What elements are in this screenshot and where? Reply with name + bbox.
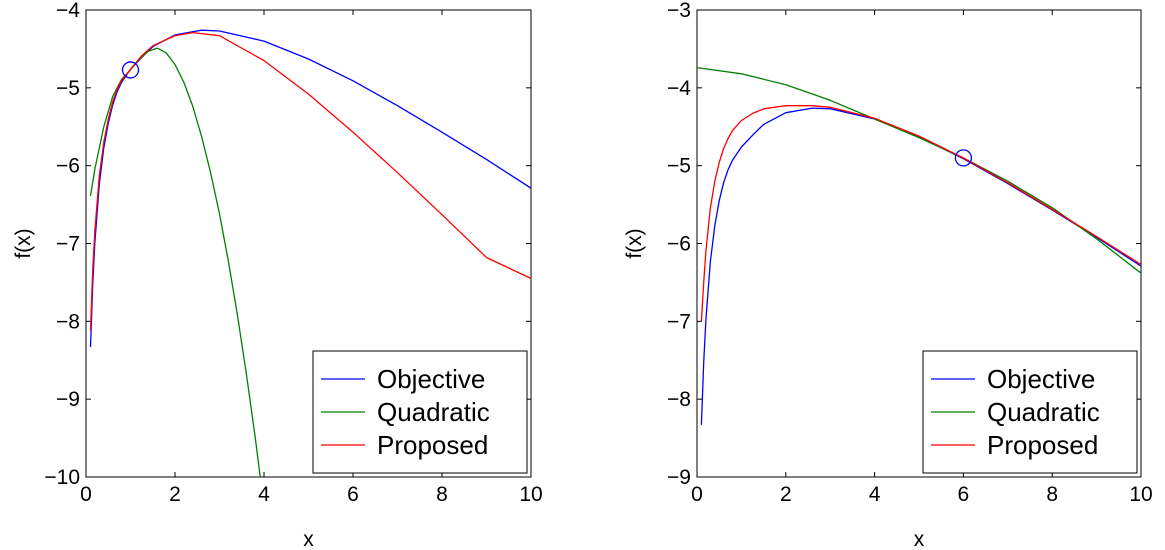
y-tick-label: −9 [56, 388, 80, 411]
series-line-proposed [700, 105, 1141, 322]
legend-label-proposed: Proposed [377, 430, 488, 460]
legend-label-objective: Objective [987, 364, 1095, 394]
y-tick-label: −6 [56, 155, 80, 178]
x-tick-label: 6 [347, 483, 359, 506]
x-tick-label: 10 [519, 483, 542, 506]
legend-label-quadratic: Quadratic [987, 397, 1100, 427]
x-axis-label: x [303, 528, 314, 550]
y-tick-label: −5 [667, 155, 691, 178]
x-tick-label: 2 [169, 483, 181, 506]
series-line-quadratic [89, 47, 261, 477]
y-axis-label: f(x) [623, 228, 646, 258]
x-tick-label: 4 [258, 483, 270, 506]
legend-label-quadratic: Quadratic [377, 397, 490, 427]
x-tick-label: 4 [869, 483, 881, 506]
plot-area [697, 66, 1141, 425]
series-line-objective [89, 29, 531, 348]
y-tick-label: −10 [44, 466, 80, 489]
plot-area [89, 29, 531, 477]
legend-label-objective: Objective [377, 364, 485, 394]
x-tick-label: 0 [80, 483, 92, 506]
x-tick-label: 8 [436, 483, 448, 506]
y-axis-label: f(x) [12, 228, 35, 258]
x-tick-label: 8 [1046, 483, 1058, 506]
x-tick-label: 2 [780, 483, 792, 506]
series-line-objective [700, 107, 1141, 425]
point-marker [121, 61, 140, 79]
y-tick-label: −3 [667, 0, 691, 22]
y-tick-label: −7 [667, 310, 691, 333]
y-tick-label: −9 [667, 466, 691, 489]
y-tick-label: −6 [667, 233, 691, 256]
y-tick-label: −4 [56, 0, 80, 22]
chart-panel-2: 0 2 4 6 8 10 −9 −8 −7 −6 −5 −4 −3 x f(x) ObjectiveQuadr… [623, 0, 1153, 550]
y-tick-label: −5 [56, 77, 80, 100]
y-tick-label: −8 [667, 388, 691, 411]
x-tick-label: 0 [691, 483, 703, 506]
x-tick-label: 6 [958, 483, 970, 506]
chart-panel-1: 0 2 4 6 8 10 −10 −9 −8 −7 −6 −5 −4 x f(x) ObjectiveQuad… [12, 0, 543, 550]
y-tick-label: −4 [667, 77, 691, 100]
y-tick-label: −7 [56, 233, 80, 256]
series-line-proposed [89, 31, 531, 331]
x-axis-label: x [914, 528, 925, 550]
x-tick-label: 10 [1129, 483, 1152, 506]
series-line-quadratic [697, 66, 1141, 274]
legend-label-proposed: Proposed [987, 430, 1098, 460]
y-tick-label: −8 [56, 310, 80, 333]
point-marker [954, 149, 973, 167]
